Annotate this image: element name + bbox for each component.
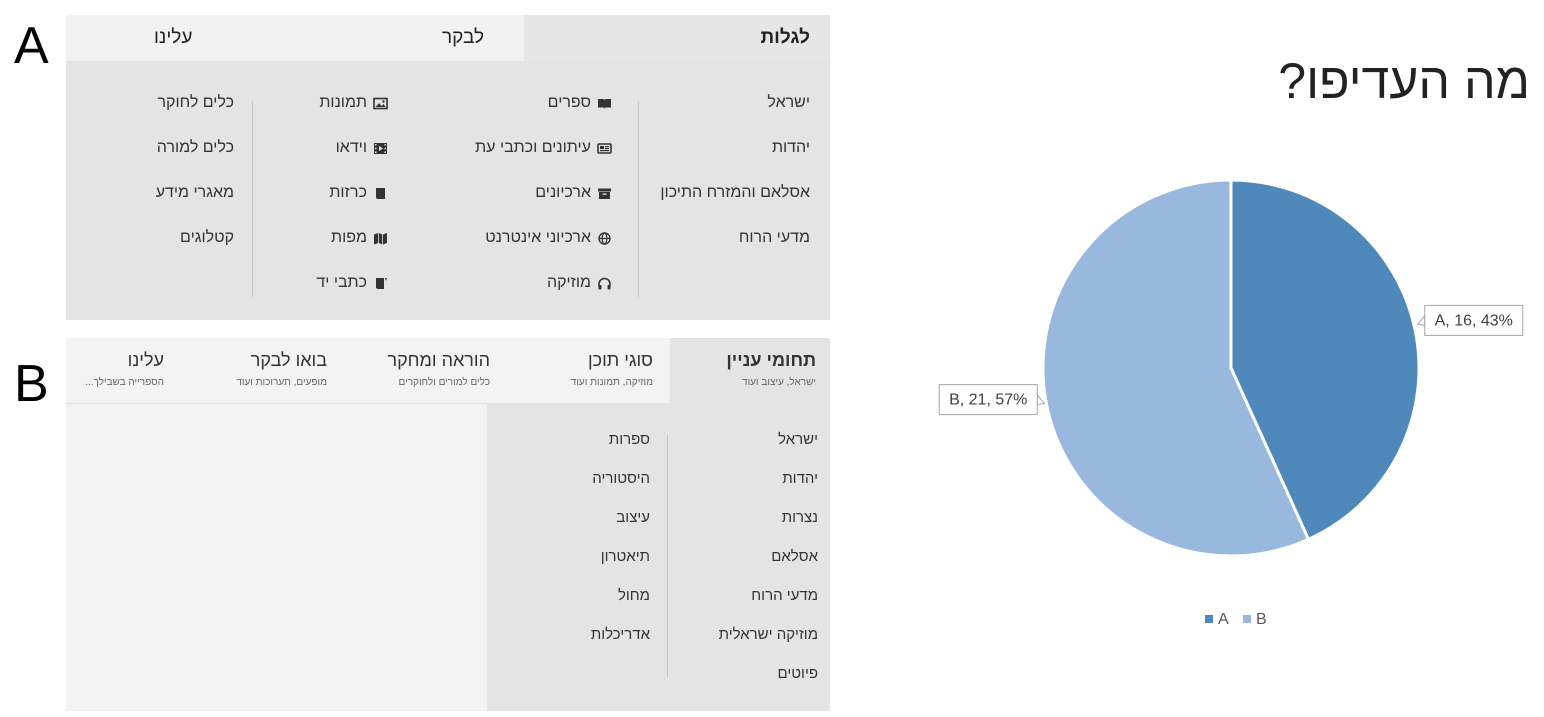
book-icon xyxy=(597,97,612,110)
menu-item-literature[interactable]: ספרות xyxy=(608,431,650,448)
tab-subtitle: כלים למורים ולחוקרים xyxy=(398,377,490,388)
menu-item-video[interactable]: וידאו xyxy=(336,139,388,157)
menu-item-judaism[interactable]: יהדות xyxy=(771,139,810,156)
column-divider xyxy=(667,435,668,677)
column-divider xyxy=(252,101,253,297)
tab-title: סוגי תוכן xyxy=(587,350,653,370)
chart-title: מה העדיפו? xyxy=(1278,53,1530,109)
menu-item-images[interactable]: תמונות xyxy=(319,94,388,112)
headphones-icon xyxy=(597,277,612,290)
menu-item-maps[interactable]: מפות xyxy=(331,229,388,247)
menu-item-posters[interactable]: כרזות xyxy=(329,184,388,202)
manuscript-icon xyxy=(373,277,388,290)
tab-visit[interactable]: לבקר xyxy=(442,27,485,48)
image-icon xyxy=(373,97,388,110)
poster-icon xyxy=(373,187,388,200)
svg-text:A, 16, 43%: A, 16, 43% xyxy=(1435,312,1513,329)
active-tab-bg xyxy=(670,338,830,403)
tab-about-us[interactable]: עלינו הספרייה בשבילך... xyxy=(68,338,164,403)
menu-item-humanities[interactable]: מדעי הרוח xyxy=(751,587,818,604)
menu-item-christianity[interactable]: נצרות xyxy=(781,509,818,526)
globe-icon xyxy=(597,231,612,245)
tab-come-visit[interactable]: בואו לבקר מופעים, תערוכות ועוד xyxy=(187,338,327,403)
panel-a-tabbar: לגלות לבקר עלינו xyxy=(66,15,830,61)
menu-item-design[interactable]: עיצוב xyxy=(616,509,650,526)
panel-b-label: B xyxy=(14,355,49,413)
column-divider xyxy=(638,101,639,297)
data-label-a: A, 16, 43% xyxy=(1416,304,1524,336)
panel-b-menu: תחומי עניין ישראל, עיצוב ועוד סוגי תוכן … xyxy=(66,338,830,711)
menu-item-books[interactable]: ספרים xyxy=(548,94,612,112)
menu-item-web-archives[interactable]: ארכיוני אינטרנט xyxy=(485,229,612,247)
panel-a-body: ישראל יהדות אסלאם והמזרח התיכון מדעי הרו… xyxy=(66,61,830,320)
menu-item-history[interactable]: היסטוריה xyxy=(592,470,650,487)
map-icon xyxy=(373,232,388,245)
menu-item-architecture[interactable]: אדריכלות xyxy=(590,626,650,643)
tab-interest-areas[interactable]: תחומי עניין ישראל, עיצוב ועוד xyxy=(676,338,816,403)
menu-item-israel[interactable]: ישראל xyxy=(778,431,818,448)
pie-slice-b xyxy=(1041,178,1311,558)
menu-item-music[interactable]: מוזיקה xyxy=(547,274,612,292)
menu-item-archives[interactable]: ארכיונים xyxy=(535,184,612,202)
legend-item-b: B xyxy=(1243,611,1267,628)
menu-item-judaism[interactable]: יהדות xyxy=(782,470,818,487)
menu-item-islam[interactable]: אסלאם והמזרח התיכון xyxy=(660,184,810,201)
panel-a-label: A xyxy=(14,17,49,75)
menu-item-israel[interactable]: ישראל xyxy=(767,94,810,111)
menu-item-newspapers[interactable]: עיתונים וכתבי עת xyxy=(475,139,612,157)
data-label-b: B, 21, 57% xyxy=(938,384,1046,416)
tab-divider xyxy=(66,403,830,404)
tab-title: תחומי עניין xyxy=(726,350,816,370)
pie-chart: A, 16, 43% B, 21, 57% A B xyxy=(938,178,1524,628)
newspaper-icon xyxy=(597,142,612,155)
tab-content-types[interactable]: סוגי תוכן מוזיקה, תמונות ועוד xyxy=(513,338,653,403)
menu-item-piyyutim[interactable]: פיוטים xyxy=(777,665,818,682)
archive-box-icon xyxy=(597,187,612,200)
menu-item-humanities[interactable]: מדעי הרוח xyxy=(738,229,810,246)
legend-item-a: A xyxy=(1205,611,1229,628)
tab-discover[interactable]: לגלות xyxy=(760,27,810,48)
menu-item-teacher-tools[interactable]: כלים למורה xyxy=(156,139,234,156)
tab-title: עלינו xyxy=(127,350,164,370)
tab-subtitle: הספרייה בשבילך... xyxy=(85,377,164,388)
svg-text:A: A xyxy=(1218,611,1229,628)
tab-about[interactable]: עלינו xyxy=(154,27,193,48)
tab-title: בואו לבקר xyxy=(250,350,327,370)
menu-item-dance[interactable]: מחול xyxy=(617,587,650,604)
tab-subtitle: מופעים, תערוכות ועוד xyxy=(236,377,327,388)
pie-slice-a xyxy=(1229,178,1421,542)
tab-subtitle: מוזיקה, תמונות ועוד xyxy=(570,377,653,388)
menu-item-databases[interactable]: מאגרי מידע xyxy=(155,184,234,201)
panel-a-menu: לגלות לבקר עלינו ישראל יהדות אסלאם והמזר… xyxy=(66,15,830,320)
tab-title: הוראה ומחקר xyxy=(387,350,490,370)
tab-subtitle: ישראל, עיצוב ועוד xyxy=(742,377,816,388)
menu-item-islam[interactable]: אסלאם xyxy=(771,548,818,565)
film-icon xyxy=(373,142,388,155)
menu-item-theater[interactable]: תיאטרון xyxy=(600,548,650,565)
svg-text:B: B xyxy=(1256,611,1267,628)
svg-text:B, 21, 57%: B, 21, 57% xyxy=(949,392,1027,409)
menu-item-manuscripts[interactable]: כתבי יד xyxy=(316,274,388,292)
tab-bar-inactive-bg xyxy=(66,15,524,61)
menu-item-catalogs[interactable]: קטלוגים xyxy=(180,229,234,246)
menu-item-researcher-tools[interactable]: כלים לחוקר xyxy=(157,94,234,111)
tab-teaching-research[interactable]: הוראה ומחקר כלים למורים ולחוקרים xyxy=(350,338,490,403)
panel-b-body: ישראל יהדות נצרות אסלאם מדעי הרוח מוזיקה… xyxy=(487,403,830,711)
menu-item-israeli-music[interactable]: מוזיקה ישראלית xyxy=(718,626,818,643)
